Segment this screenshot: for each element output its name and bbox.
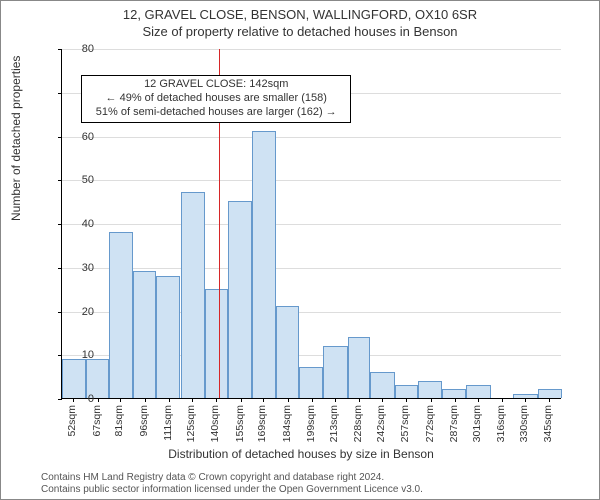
histogram-bar xyxy=(395,385,418,398)
xtick-mark xyxy=(549,398,550,402)
histogram-bar xyxy=(370,372,394,398)
xtick-mark xyxy=(192,398,193,402)
xtick-mark xyxy=(312,398,313,402)
xtick-label: 52sqm xyxy=(66,405,78,437)
xtick-mark xyxy=(359,398,360,402)
histogram-bar xyxy=(442,389,466,398)
xtick-mark xyxy=(98,398,99,402)
xtick-mark xyxy=(288,398,289,402)
ytick-label: 50 xyxy=(54,174,94,186)
annotation-line-2: ← 49% of detached houses are smaller (15… xyxy=(88,92,344,106)
annotation-line-3: 51% of semi-detached houses are larger (… xyxy=(88,106,344,120)
xtick-mark xyxy=(120,398,121,402)
histogram-bar xyxy=(181,192,205,398)
xtick-label: 272sqm xyxy=(424,405,436,442)
gridline xyxy=(62,268,561,269)
ytick-label: 80 xyxy=(54,43,94,55)
histogram-bar xyxy=(538,389,562,398)
xtick-label: 81sqm xyxy=(113,405,125,437)
histogram-bar xyxy=(109,232,133,398)
xtick-label: 125sqm xyxy=(185,405,197,442)
xtick-mark xyxy=(216,398,217,402)
xtick-label: 287sqm xyxy=(448,405,460,442)
xtick-mark xyxy=(478,398,479,402)
footnote-licence: Contains public sector information licen… xyxy=(41,484,423,495)
xtick-mark xyxy=(406,398,407,402)
ytick-label: 20 xyxy=(54,306,94,318)
xtick-label: 228sqm xyxy=(352,405,364,442)
footnote-registry: Contains HM Land Registry data © Crown c… xyxy=(41,472,384,483)
ytick-label: 60 xyxy=(54,131,94,143)
histogram-bar xyxy=(276,306,299,398)
xtick-mark xyxy=(335,398,336,402)
ytick-label: 40 xyxy=(54,218,94,230)
xtick-label: 345sqm xyxy=(542,405,554,442)
ytick-label: 0 xyxy=(54,393,94,405)
histogram-bar xyxy=(466,385,490,398)
plot-area: 12 GRAVEL CLOSE: 142sqm ← 49% of detache… xyxy=(61,49,561,399)
xtick-mark xyxy=(525,398,526,402)
gridline xyxy=(62,137,561,138)
xtick-mark xyxy=(382,398,383,402)
histogram-bar xyxy=(156,276,180,399)
x-axis-label: Distribution of detached houses by size … xyxy=(1,447,600,461)
chart-title-sub: Size of property relative to detached ho… xyxy=(1,22,599,39)
xtick-label: 199sqm xyxy=(305,405,317,442)
xtick-mark xyxy=(145,398,146,402)
histogram-bar xyxy=(299,367,323,398)
annotation-line-1: 12 GRAVEL CLOSE: 142sqm xyxy=(88,78,344,92)
histogram-bar xyxy=(228,201,252,398)
y-axis-label: Number of detached properties xyxy=(9,56,23,221)
xtick-mark xyxy=(502,398,503,402)
histogram-bar xyxy=(205,289,228,398)
xtick-label: 67sqm xyxy=(91,405,103,437)
chart-title-main: 12, GRAVEL CLOSE, BENSON, WALLINGFORD, O… xyxy=(1,1,599,22)
xtick-mark xyxy=(431,398,432,402)
ytick-label: 10 xyxy=(54,349,94,361)
xtick-label: 169sqm xyxy=(256,405,268,442)
annotation-box: 12 GRAVEL CLOSE: 142sqm ← 49% of detache… xyxy=(81,75,351,122)
xtick-label: 330sqm xyxy=(518,405,530,442)
gridline xyxy=(62,49,561,50)
chart-container: 12, GRAVEL CLOSE, BENSON, WALLINGFORD, O… xyxy=(0,0,600,500)
xtick-label: 242sqm xyxy=(375,405,387,442)
xtick-mark xyxy=(169,398,170,402)
gridline xyxy=(62,180,561,181)
xtick-label: 140sqm xyxy=(209,405,221,442)
histogram-bar xyxy=(348,337,371,398)
xtick-mark xyxy=(263,398,264,402)
xtick-label: 316sqm xyxy=(495,405,507,442)
xtick-label: 96sqm xyxy=(138,405,150,437)
ytick-label: 30 xyxy=(54,262,94,274)
xtick-label: 111sqm xyxy=(162,405,174,441)
xtick-label: 155sqm xyxy=(234,405,246,442)
histogram-bar xyxy=(133,271,156,398)
xtick-label: 301sqm xyxy=(471,405,483,442)
gridline xyxy=(62,224,561,225)
xtick-mark xyxy=(455,398,456,402)
xtick-label: 184sqm xyxy=(281,405,293,442)
xtick-mark xyxy=(241,398,242,402)
histogram-bar xyxy=(418,381,442,399)
histogram-bar xyxy=(252,131,276,398)
xtick-label: 257sqm xyxy=(399,405,411,442)
xtick-label: 213sqm xyxy=(328,405,340,442)
histogram-bar xyxy=(323,346,347,399)
